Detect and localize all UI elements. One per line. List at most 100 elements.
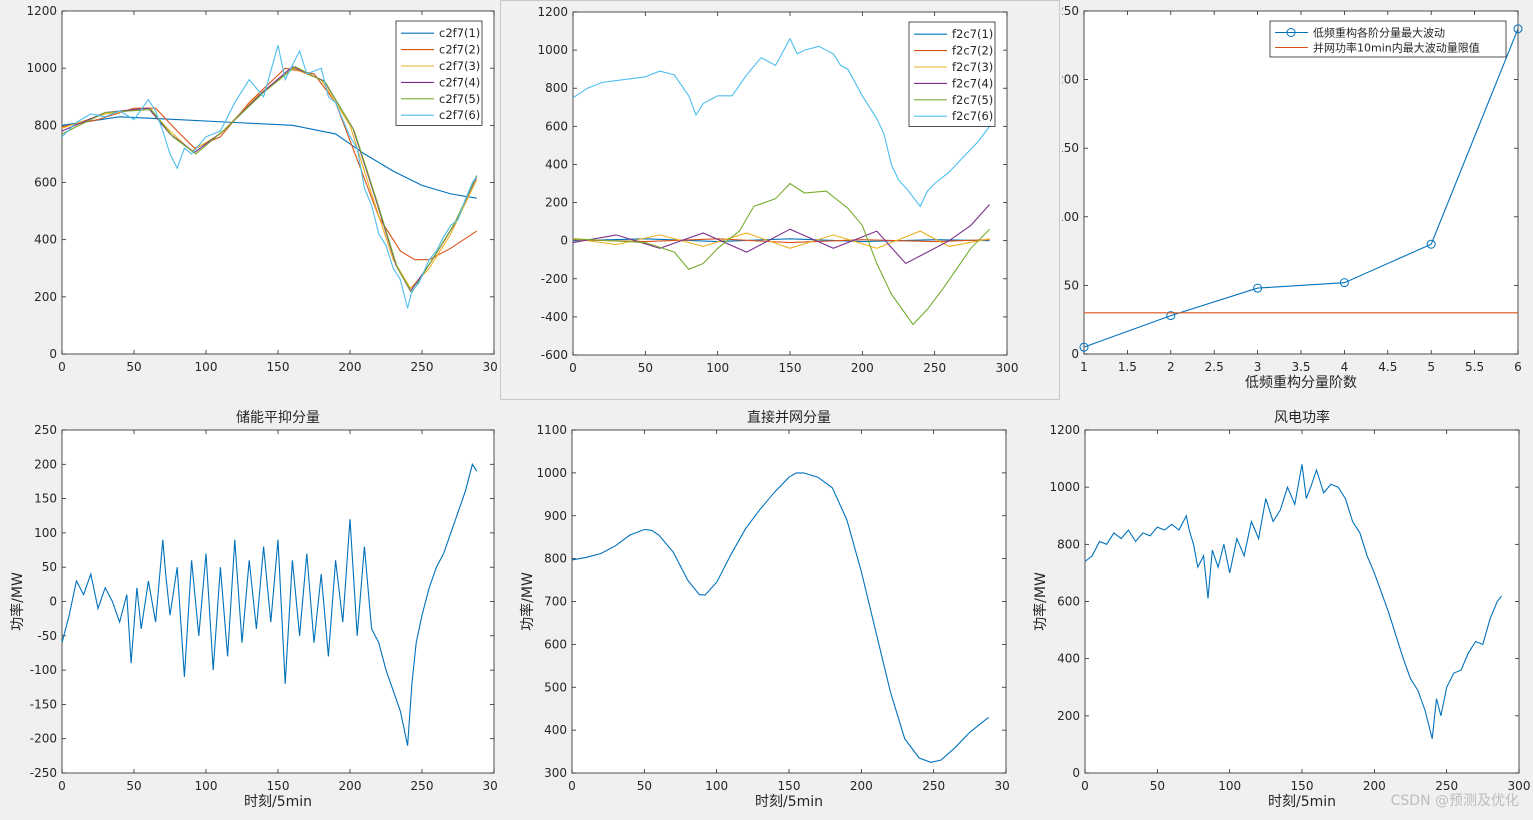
chart-c2f7: 0 50 100 150 200 250 300 0 200 400 600 800 1000 1200 c… xyxy=(26,4,505,374)
x-tick-label: 150 xyxy=(1291,779,1314,793)
x-tick-label: 0 xyxy=(568,779,576,793)
x-tick-label: 50 xyxy=(126,360,141,374)
x-tick-label: 0 xyxy=(1081,779,1089,793)
x-tick-label: 1 xyxy=(1080,360,1088,374)
legend-label: c2f7(1) xyxy=(439,26,480,40)
series-marker xyxy=(1253,283,1263,293)
x-axis-label: 时刻/5min xyxy=(244,794,312,810)
x-tick-label: 150 xyxy=(267,360,290,374)
x-tick-label: 150 xyxy=(267,779,290,793)
y-tick-label: 50 xyxy=(42,560,57,574)
y-tick-label: 800 xyxy=(1057,537,1080,551)
y-tick-label: 1200 xyxy=(537,5,568,19)
x-axis-label: 低频重构分量阶数 xyxy=(1245,375,1357,391)
chart-title: 直接并网分量 xyxy=(747,409,831,426)
y-tick-label: 200 xyxy=(34,290,57,304)
series-marker xyxy=(1339,278,1349,288)
y-tick-label: -150 xyxy=(30,697,57,711)
series-line-4 xyxy=(572,204,991,265)
plot-area xyxy=(1084,429,1520,774)
x-tick-label: 2.5 xyxy=(1205,360,1224,374)
x-tick-label: 100 xyxy=(705,779,728,793)
y-tick-label: 700 xyxy=(544,595,567,609)
series-marker xyxy=(1079,342,1089,352)
x-axis-label: 时刻/5min xyxy=(755,794,823,810)
x-tick-label: 300 xyxy=(483,360,498,374)
y-tick-label: 150 xyxy=(34,492,57,506)
x-tick-label: 200 xyxy=(851,361,874,375)
y-tick-label: 1200 xyxy=(1049,423,1080,437)
legend-label: f2c7(3) xyxy=(952,60,993,74)
x-tick-label: 200 xyxy=(1363,779,1386,793)
figure-panel-c2f7: 0 50 100 150 200 250 300 0 200 400 600 800 1000 1200 c… xyxy=(0,0,505,400)
x-tick-label: 50 xyxy=(638,361,653,375)
y-tick-label: 1000 xyxy=(537,43,568,57)
y-tick-label: 0 xyxy=(1072,766,1080,780)
watermark: CSDN @预测及优化 xyxy=(1390,793,1519,809)
chart-title: 风电功率 xyxy=(1274,409,1330,426)
chart-grid: 0 50 100 150 200 250 300 300 400 500 600 700 800 900 1… xyxy=(519,409,1017,810)
x-tick-label: 250 xyxy=(1435,779,1458,793)
x-tick-label: 200 xyxy=(850,779,873,793)
legend-label: f2c7(4) xyxy=(952,76,993,90)
chart-f2c7: 0 50 100 150 200 250 300 -600 -400 -200 0 200 400 600… xyxy=(537,5,1018,375)
series-line-5 xyxy=(572,182,990,326)
legend-label: c2f7(3) xyxy=(439,59,480,73)
figure-panel-wind: 0 50 100 150 200 250 300 0 200 400 600 800 1000 1200 风… xyxy=(1012,400,1533,816)
x-tick-label: 3.5 xyxy=(1291,360,1310,374)
chart-max-fluct: 1 1.5 2 2.5 3 3.5 4 4.5 5 5.5 6 0 50 100 150 200 250 低频重构… xyxy=(1056,4,1523,391)
x-tick-label: 300 xyxy=(995,779,1010,793)
y-tick-label: -250 xyxy=(30,766,57,780)
y-tick-label: 150 xyxy=(1062,141,1079,155)
legend-label: f2c7(1) xyxy=(952,27,993,41)
x-tick-label: 0 xyxy=(58,779,66,793)
x-tick-label: 5 xyxy=(1427,360,1435,374)
y-tick-label: 50 xyxy=(1064,278,1079,292)
figure-panel-f2c7: 0 50 100 150 200 250 300 -600 -400 -200 0 200 400 600… xyxy=(500,0,1060,400)
y-tick-label: 0 xyxy=(49,347,57,361)
y-tick-label: 200 xyxy=(1062,73,1079,87)
y-tick-label: -200 xyxy=(30,732,57,746)
x-tick-label: 100 xyxy=(195,779,218,793)
y-tick-label: 900 xyxy=(544,509,567,523)
series-line-2 xyxy=(572,238,990,244)
plot-area xyxy=(571,429,1007,774)
y-tick-label: 500 xyxy=(544,680,567,694)
x-tick-label: 0 xyxy=(569,361,577,375)
legend-label: c2f7(4) xyxy=(439,75,480,89)
x-tick-label: 6 xyxy=(1514,360,1522,374)
series-line-1 xyxy=(61,462,478,746)
x-tick-label: 250 xyxy=(411,360,434,374)
legend-label: f2c7(2) xyxy=(952,44,993,58)
legend-label: 并网功率10min内最大波动量限值 xyxy=(1313,41,1480,55)
y-tick-label: 100 xyxy=(1062,210,1079,224)
y-tick-label: 400 xyxy=(544,723,567,737)
x-tick-label: 3 xyxy=(1254,360,1262,374)
legend-label: f2c7(6) xyxy=(952,109,993,123)
x-tick-label: 100 xyxy=(706,361,729,375)
legend-box xyxy=(1269,20,1507,58)
y-tick-label: -400 xyxy=(541,310,568,324)
y-tick-label: -100 xyxy=(30,663,57,677)
y-tick-label: 0 xyxy=(49,595,57,609)
x-tick-label: 250 xyxy=(922,779,945,793)
figure-panel-storage: 0 50 100 150 200 250 300 -250 -200 -150 -100 -50 0 50… xyxy=(0,400,505,816)
series-line-1 xyxy=(571,472,989,763)
y-axis-label: 功率/MW xyxy=(519,572,536,631)
chart-storage: 0 50 100 150 200 250 300 -250 -200 -150 -100 -50 0 50… xyxy=(9,410,505,810)
y-tick-label: 600 xyxy=(545,119,568,133)
x-tick-label: 0 xyxy=(58,360,66,374)
x-tick-label: 4 xyxy=(1341,360,1349,374)
series-line-3 xyxy=(572,230,990,249)
figure-panel-grid: 0 50 100 150 200 250 300 300 400 500 600 700 800 900 1… xyxy=(500,400,1017,816)
legend-label: f2c7(5) xyxy=(952,93,993,107)
legend-label: c2f7(2) xyxy=(439,43,480,57)
x-tick-label: 4.5 xyxy=(1378,360,1397,374)
x-tick-label: 300 xyxy=(483,779,498,793)
y-tick-label: -200 xyxy=(541,272,568,286)
series-marker xyxy=(1166,311,1176,321)
y-axis-label: 功率/MW xyxy=(9,572,26,631)
y-tick-label: 1000 xyxy=(536,466,567,480)
y-tick-label: 100 xyxy=(34,526,57,540)
series-marker xyxy=(1513,24,1523,34)
